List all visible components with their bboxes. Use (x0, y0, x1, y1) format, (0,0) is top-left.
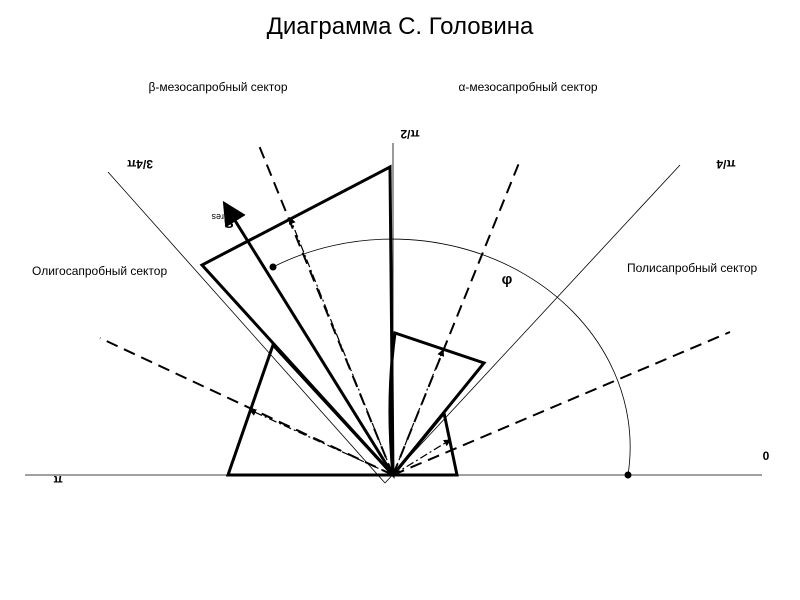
zero-label: 0 (763, 449, 770, 463)
oligo-sector-label: Олигосапробный сектор (32, 264, 167, 278)
component-vector (288, 216, 394, 476)
phi-arc (272, 238, 631, 476)
quarter-pi-label: π/4 (716, 157, 736, 171)
component-vector (248, 409, 394, 476)
alpha-polygon (388, 330, 487, 476)
diagonal-left (107, 171, 386, 484)
resultant-vector (222, 200, 395, 476)
title: Диаграмма С. Головина (267, 13, 534, 40)
vector-subscript: res (211, 212, 224, 222)
diagonal-right (384, 164, 681, 484)
poly-polygon (389, 409, 459, 477)
half-pi-label: π/2 (400, 127, 420, 141)
poly-sector-label: Полисапробный сектор (627, 261, 758, 275)
arc-point (269, 263, 277, 271)
component-vector (392, 439, 452, 476)
beta-sector-label: β-мезосапробный сектор (148, 80, 287, 94)
three-quarter-pi-label: 3/4π (127, 157, 153, 171)
arc-point (624, 471, 632, 479)
boundary-dash (392, 331, 731, 476)
shapes (199, 164, 487, 479)
component-vector (392, 348, 445, 476)
alpha-sector-label: α-мезосапробный сектор (458, 80, 597, 94)
phi-label: φ (502, 271, 513, 288)
pi-label: π (53, 473, 62, 487)
boundary-dash (99, 337, 394, 476)
